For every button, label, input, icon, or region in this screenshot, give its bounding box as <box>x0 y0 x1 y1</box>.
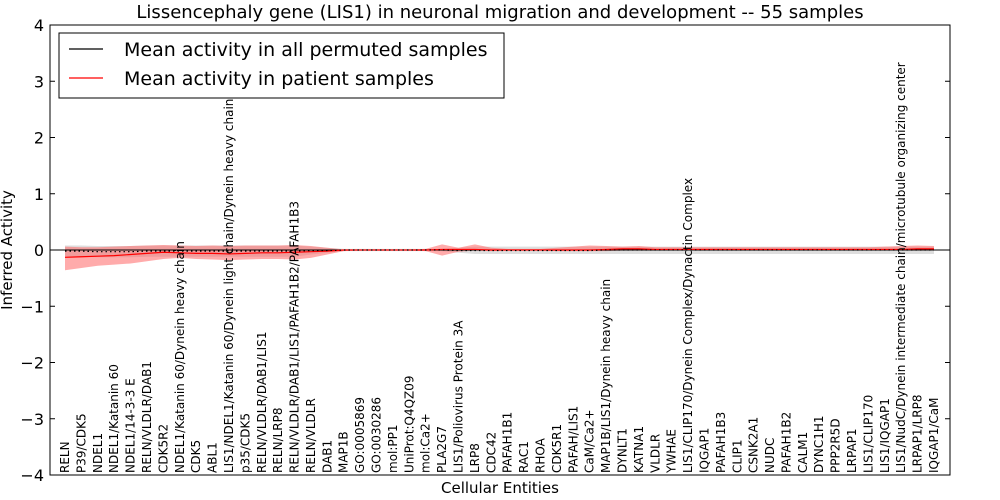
series-line-patient <box>64 248 934 258</box>
y-tick-label: −2 <box>20 354 44 373</box>
x-category-label: MAP1B <box>337 431 351 473</box>
y-tick-label: 0 <box>34 241 44 260</box>
category-labels: RELN P39/CDK5 NDEL1 NDEL1/Katanin 60 NDEL1/1… <box>58 62 941 474</box>
x-category-label: DYNLT1 <box>615 428 629 473</box>
x-category-label: GO:0005869 <box>353 397 367 473</box>
x-category-label: MAP1B/LIS1/Dynein heavy chain <box>599 279 613 473</box>
x-category-label: LIS1/NDEL1/Katanin 60/Dynein light chain… <box>222 99 236 473</box>
x-category-label: GO:0030286 <box>370 397 384 473</box>
x-category-label: NDEL1 <box>91 433 105 473</box>
x-category-label: RHOA <box>533 437 547 473</box>
x-category-label: NUDC <box>763 438 777 473</box>
x-category-label: CaM/Ca2+ <box>583 409 597 473</box>
x-category-label: mol:Ca2+ <box>419 413 433 473</box>
x-category-label: RELN/VLDLR/DAB1 <box>140 361 154 473</box>
legend-label-permuted: Mean activity in all permuted samples <box>124 39 487 61</box>
x-category-label: CSNK2A1 <box>747 417 761 473</box>
x-category-label: CDK5 <box>189 440 203 473</box>
x-category-label: IQGAP1/CaM <box>927 398 941 474</box>
x-category-label: ABL1 <box>206 442 220 473</box>
x-category-label: DYNC1H1 <box>812 415 826 473</box>
x-category-label: RELN <box>58 441 72 473</box>
x-category-label: PAFAH1B1 <box>501 412 515 473</box>
x-category-label: YWHAE <box>665 429 679 474</box>
x-category-label: KATNA1 <box>632 426 646 473</box>
x-category-label: RELN/VLDLR/DAB1/LIS1/PAFAH1B2/PAFAH1B3 <box>288 201 302 473</box>
y-tick-label: 3 <box>34 72 44 91</box>
y-tick-label: 2 <box>34 129 44 148</box>
x-category-label: PAFAH/LIS1 <box>566 406 580 473</box>
x-category-label: CDK5R1 <box>550 424 564 473</box>
x-category-label: CALM1 <box>796 432 810 473</box>
x-category-label: VLDLR <box>648 434 662 473</box>
y-axis-title: Inferred Activity <box>0 190 16 310</box>
y-axis-ticks: −4 −3 −2 −1 0 1 2 3 4 <box>20 16 950 485</box>
legend-label-patient: Mean activity in patient samples <box>124 68 434 90</box>
x-category-label: PAFAH1B2 <box>779 412 793 473</box>
x-category-label: RELN/VLDLR <box>304 398 318 473</box>
x-category-label: LIS1/NudC/Dynein intermediate chain/micr… <box>894 62 908 473</box>
x-category-label: CDC42 <box>484 432 498 473</box>
x-category-label: PLA2G7 <box>435 426 449 473</box>
y-tick-label: 4 <box>34 16 44 35</box>
series-lines <box>50 248 950 258</box>
x-category-label: LIS1/IQGAP1 <box>878 398 892 473</box>
x-category-label: RELN/VLDLR/DAB1/LIS1 <box>255 332 269 473</box>
x-category-label: LIS1/Poliovirus Protein 3A <box>452 320 466 473</box>
x-category-label: PPP2R5D <box>829 418 843 473</box>
legend: Mean activity in all permuted samples Me… <box>58 32 505 99</box>
x-category-label: IQGAP1 <box>697 428 711 473</box>
series-line-permuted <box>65 249 934 253</box>
x-category-label: mol:PP1 <box>386 424 400 473</box>
x-category-label: LIS1/CLIP170 <box>861 395 875 473</box>
x-category-label: RELN/LRP8 <box>271 407 285 473</box>
y-tick-label: −1 <box>20 297 44 316</box>
x-category-label: CDK5R2 <box>156 424 170 473</box>
x-category-label: LRP8 <box>468 443 482 473</box>
x-axis-title: Cellular Entities <box>441 479 559 497</box>
x-category-label: p35/CDK5 <box>238 413 252 473</box>
y-tick-label: 1 <box>34 185 44 204</box>
x-category-label: LIS1/CLIP170/Dynein Complex/Dynactin Com… <box>681 178 695 473</box>
x-category-label: UniProt:Q4QZ09 <box>402 375 416 473</box>
x-category-label: CLIP1 <box>730 440 744 473</box>
x-category-label: LRPAP1 <box>845 428 859 473</box>
x-category-label: PAFAH1B3 <box>714 412 728 473</box>
x-category-label: NDEL1/14-3-3 E <box>124 378 138 473</box>
x-category-label: P39/CDK5 <box>74 413 88 473</box>
x-category-label: NDEL1/Katanin 60/Dynein heavy chain <box>173 241 187 473</box>
x-category-label: NDEL1/Katanin 60 <box>107 364 121 473</box>
chart-title: Lissencephaly gene (LIS1) in neuronal mi… <box>136 2 863 23</box>
y-tick-label: −4 <box>20 466 44 485</box>
x-category-label: DAB1 <box>320 440 334 473</box>
legend-box <box>58 32 505 99</box>
y-tick-label: −3 <box>20 410 44 429</box>
x-category-label: RAC1 <box>517 441 531 473</box>
x-category-label: LRPAP1/LRP8 <box>911 394 925 473</box>
